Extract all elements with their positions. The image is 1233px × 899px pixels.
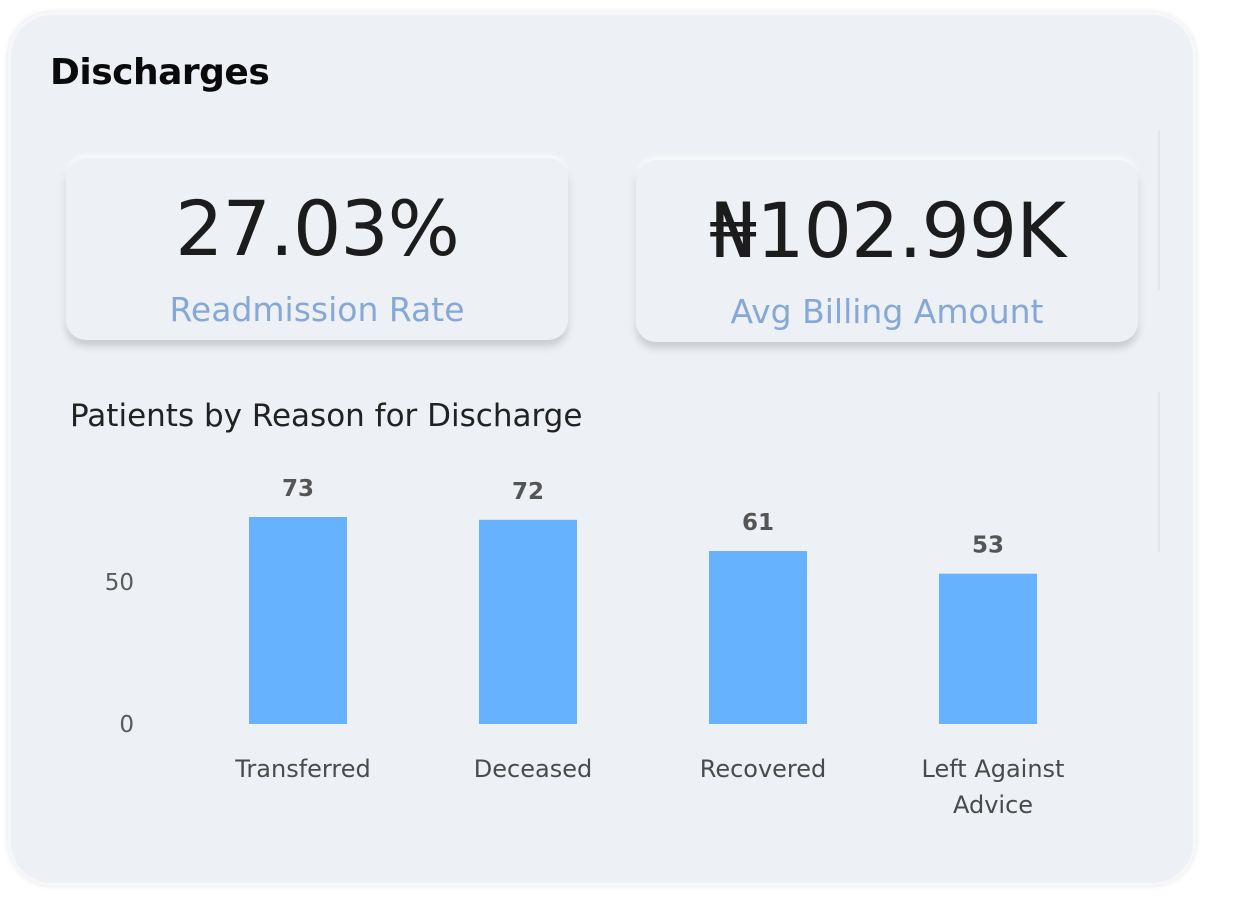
bar[interactable]: [939, 573, 1037, 724]
data-label: 53: [972, 533, 1004, 559]
discharges-panel: [8, 12, 1196, 886]
divider: [1158, 130, 1160, 290]
readmission-rate-card[interactable]: 27.03% Readmission Rate: [66, 158, 568, 340]
x-tick-label: Left Against: [922, 755, 1065, 783]
data-label: 72: [512, 479, 544, 505]
page-title: Discharges: [50, 52, 270, 93]
kpi-value: ₦102.99K: [708, 186, 1066, 275]
y-tick-label: 50: [105, 570, 134, 596]
y-tick-label: 0: [119, 712, 134, 738]
kpi-value: 27.03%: [175, 184, 460, 273]
bar[interactable]: [249, 517, 347, 724]
data-label: 61: [742, 510, 774, 536]
x-tick-label: Deceased: [474, 755, 592, 783]
bar[interactable]: [709, 551, 807, 724]
avg-billing-amount-card[interactable]: ₦102.99K Avg Billing Amount: [636, 160, 1138, 342]
kpi-label: Readmission Rate: [169, 290, 465, 329]
chart-title: Patients by Reason for Discharge: [70, 398, 583, 434]
kpi-label: Avg Billing Amount: [730, 292, 1044, 331]
divider: [1158, 392, 1160, 552]
x-tick-label: Transferred: [234, 755, 370, 783]
bar[interactable]: [479, 519, 577, 724]
data-label: 73: [282, 476, 314, 502]
x-tick-label: Recovered: [700, 755, 827, 783]
x-tick-label: Advice: [953, 791, 1033, 819]
